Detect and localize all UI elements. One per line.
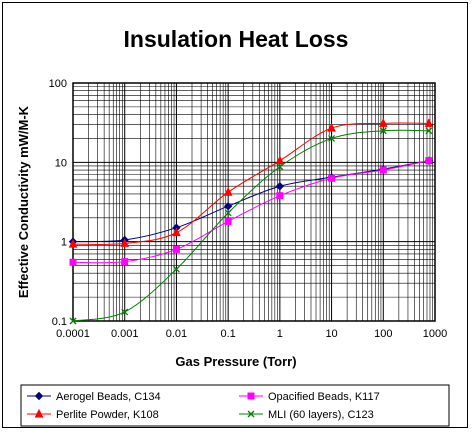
data-point [424,118,434,127]
y-tick-label: 0.1 [52,316,67,328]
legend-label: Aerogel Beads, C134 [56,391,161,403]
y-tick-label: 1 [61,237,67,249]
chart-frame: Insulation Heat Loss 0.1 1 10 100 0.0001 0.0… [2,2,468,428]
data-point [121,308,129,316]
x-tick-label: 0.01 [166,328,187,340]
data-point [276,192,284,200]
y-tick-labels: 0.1 1 10 100 [49,78,67,328]
legend-item: Aerogel Beads, C134 [27,391,161,403]
data-point [224,217,232,225]
series-1 [68,156,434,246]
legend-item: MLI (60 layers), C123 [239,409,374,421]
data-point [425,127,433,135]
y-tick-label: 100 [49,78,67,90]
legend-marker [247,410,255,418]
data-point [224,209,232,217]
x-tick-label: 0.0001 [56,328,90,340]
plot-area [72,82,436,322]
data-point [379,127,387,135]
data-point [425,157,433,165]
legend: Aerogel Beads, C134 Opacified Beads, K117… [20,384,450,427]
data-point [327,122,336,132]
legend-label: MLI (60 layers), C123 [268,409,374,421]
series-line [72,129,429,322]
legend-box [20,384,450,427]
data-point [275,155,285,165]
x-tick-label: 1 [277,328,283,340]
series-2 [69,157,433,266]
legend-label: Perlite Powder, K108 [56,409,159,421]
series-line [72,160,429,243]
series-3 [68,118,434,248]
x-tick-label: 10 [325,328,337,340]
data-point [328,134,336,142]
data-point [68,239,78,248]
data-point [379,166,387,174]
legend-marker [34,408,44,418]
data-point [223,187,233,196]
legend-marker [247,392,255,400]
y-tick-label: 10 [55,157,67,169]
legend-marker [34,391,44,401]
x-tick-label: 1000 [423,328,447,340]
series-4 [69,127,433,325]
legend-label: Opacified Beads, K117 [268,391,380,403]
data-point [172,265,180,273]
legend-item: Opacified Beads, K117 [239,391,380,403]
data-point [276,163,284,171]
x-tick-label: 0.1 [220,328,235,340]
series-line [72,122,429,245]
data-point [172,227,181,237]
data-point [121,258,129,266]
x-axis-title: Gas Pressure (Torr) [175,354,296,369]
legend-item: Perlite Powder, K108 [27,408,159,421]
series-layer [68,118,434,325]
chart-title: Insulation Heat Loss [124,26,349,52]
data-point [275,182,285,191]
data-point [120,238,130,247]
y-axis-title: Effective Conductivity mW/M-K [16,105,31,298]
data-point [69,317,77,325]
x-tick-label: 100 [374,328,392,340]
grid [72,83,435,322]
x-tick-label: 0.001 [111,328,139,340]
data-point [378,118,388,127]
data-point [172,245,180,253]
data-point [328,174,336,182]
x-tick-labels: 0.0001 0.001 0.01 0.1 1 10 100 1000 [56,328,447,340]
data-point [69,258,77,266]
data-point [223,201,233,211]
series-line [72,160,429,264]
